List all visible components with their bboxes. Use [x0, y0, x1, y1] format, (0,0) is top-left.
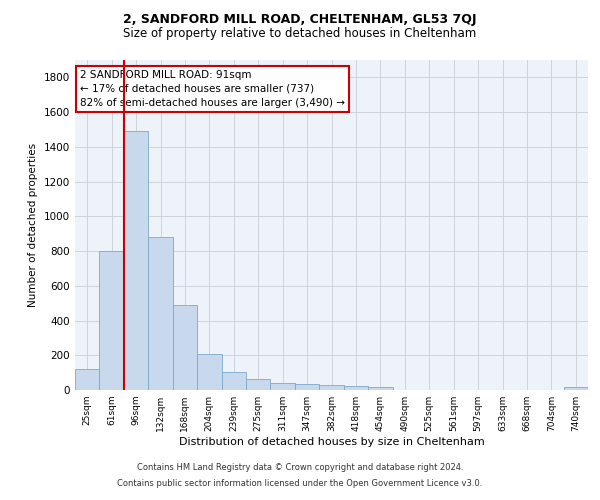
Bar: [75, 369, 100, 390]
Bar: [295, 384, 319, 390]
Y-axis label: Number of detached properties: Number of detached properties: [28, 143, 38, 307]
Bar: [148, 237, 173, 390]
Bar: [124, 131, 148, 390]
Text: 2 SANDFORD MILL ROAD: 91sqm
← 17% of detached houses are smaller (737)
82% of se: 2 SANDFORD MILL ROAD: 91sqm ← 17% of det…: [80, 70, 345, 108]
Text: 2, SANDFORD MILL ROAD, CHELTENHAM, GL53 7QJ: 2, SANDFORD MILL ROAD, CHELTENHAM, GL53 …: [123, 12, 477, 26]
Text: Contains public sector information licensed under the Open Government Licence v3: Contains public sector information licen…: [118, 478, 482, 488]
Text: Size of property relative to detached houses in Cheltenham: Size of property relative to detached ho…: [124, 28, 476, 40]
Bar: [197, 354, 221, 390]
Bar: [173, 305, 197, 390]
Bar: [246, 378, 271, 390]
Bar: [100, 251, 124, 390]
Bar: [221, 372, 246, 390]
Text: Contains HM Land Registry data © Crown copyright and database right 2024.: Contains HM Land Registry data © Crown c…: [137, 464, 463, 472]
Bar: [368, 388, 392, 390]
Bar: [319, 385, 344, 390]
X-axis label: Distribution of detached houses by size in Cheltenham: Distribution of detached houses by size …: [179, 437, 484, 447]
Bar: [344, 386, 368, 390]
Bar: [563, 388, 588, 390]
Bar: [271, 383, 295, 390]
